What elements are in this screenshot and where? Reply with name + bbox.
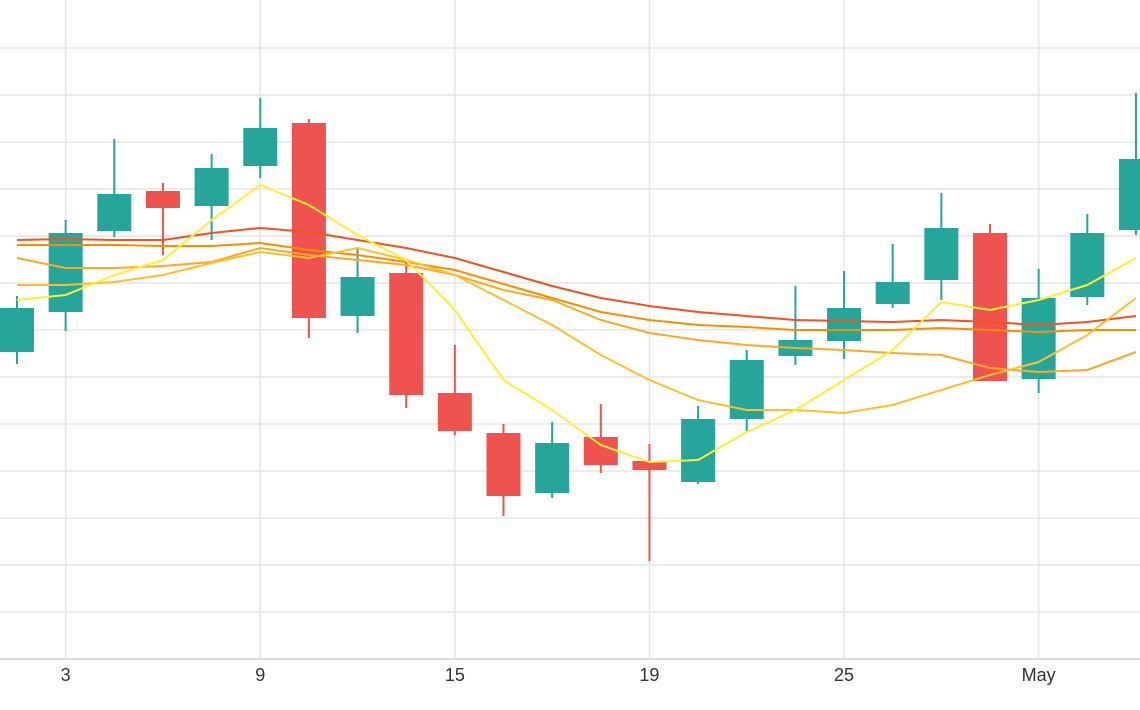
candle-body — [243, 128, 278, 166]
candle-body — [1118, 159, 1140, 230]
candle-body — [1070, 233, 1105, 297]
moving-average-line — [17, 242, 1136, 333]
candle-body — [340, 277, 375, 316]
moving-average-line — [16, 227, 1137, 326]
moving-average-line — [17, 247, 1137, 414]
candle-body — [1021, 298, 1056, 379]
candle-body — [389, 273, 424, 395]
candle-body — [145, 191, 180, 208]
moving-average-line — [16, 247, 1137, 373]
candle-body — [827, 308, 862, 341]
candle-body — [194, 168, 229, 206]
candle-body — [681, 419, 716, 482]
candle-body — [535, 443, 570, 493]
candle-body — [0, 308, 34, 352]
candle-body — [437, 393, 472, 431]
candle-body — [875, 282, 910, 304]
candle-body — [97, 194, 132, 231]
candle-body — [583, 437, 618, 465]
candle-body — [632, 461, 667, 470]
candle-body — [924, 228, 959, 280]
x-tick-label: 9 — [255, 665, 265, 685]
moving-average-line — [16, 184, 1137, 463]
x-tick-label: May — [1022, 665, 1056, 685]
x-tick-label: 19 — [639, 665, 659, 685]
x-tick-label: 25 — [834, 665, 854, 685]
x-tick-label: 15 — [445, 665, 465, 685]
candle-body — [48, 233, 83, 312]
candle-body — [291, 123, 326, 318]
x-tick-label: 3 — [61, 665, 71, 685]
candle-body — [486, 433, 521, 496]
